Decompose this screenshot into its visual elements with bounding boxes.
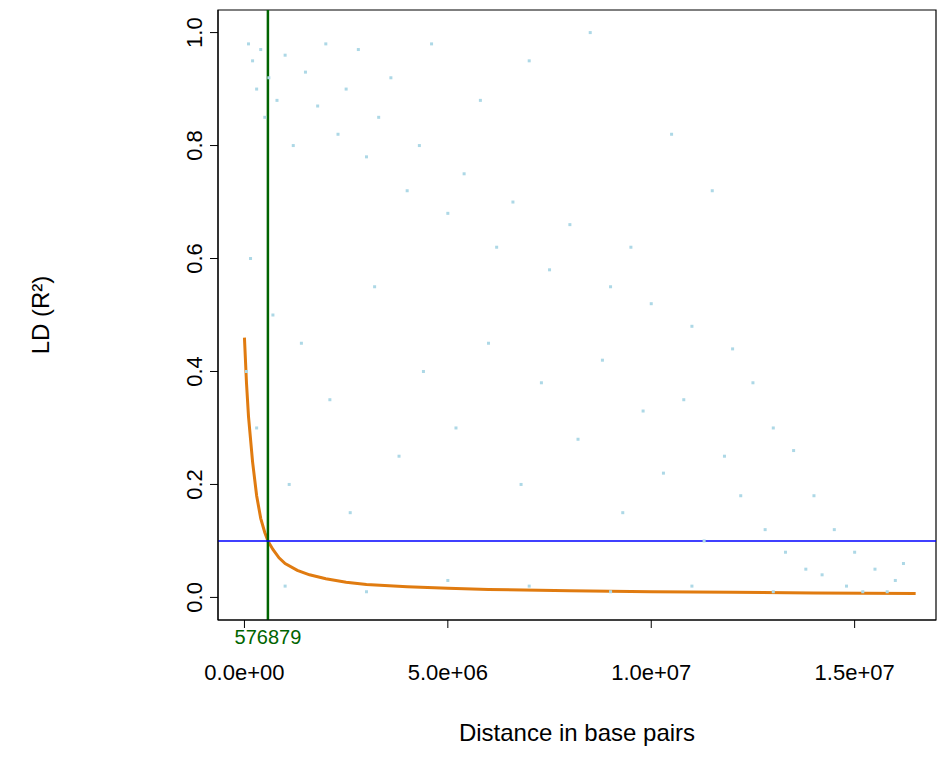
svg-text:1.0e+07: 1.0e+07 (611, 660, 691, 685)
svg-text:Distance in base pairs: Distance in base pairs (459, 719, 695, 746)
svg-text:0.0e+00: 0.0e+00 (204, 660, 284, 685)
svg-text:LD (R²): LD (R²) (27, 276, 54, 355)
svg-text:0.8: 0.8 (182, 130, 207, 161)
svg-text:1.0: 1.0 (182, 17, 207, 48)
svg-text:5.0e+06: 5.0e+06 (408, 660, 488, 685)
svg-text:0.6: 0.6 (182, 243, 207, 274)
svg-text:576879: 576879 (235, 626, 302, 648)
svg-text:0.2: 0.2 (182, 469, 207, 500)
svg-text:0.0: 0.0 (182, 582, 207, 613)
svg-text:1.5e+07: 1.5e+07 (815, 660, 895, 685)
svg-text:0.4: 0.4 (182, 356, 207, 387)
